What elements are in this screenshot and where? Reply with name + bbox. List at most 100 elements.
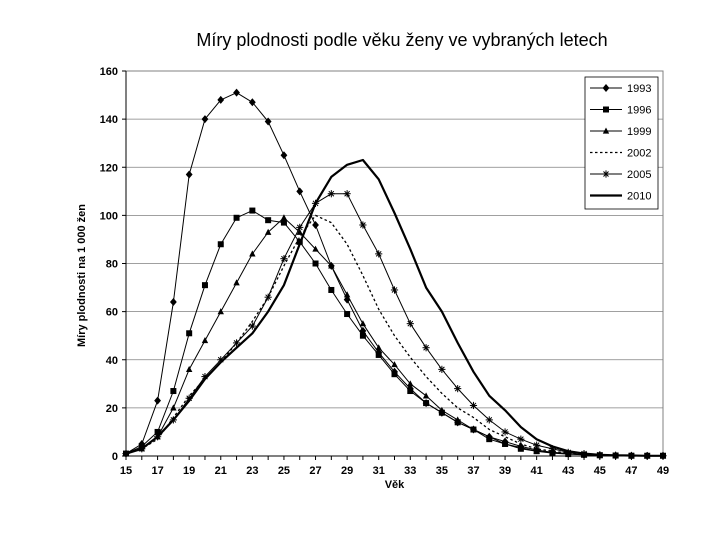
data-point-1996 bbox=[407, 388, 414, 395]
x-axis-title: Věk bbox=[385, 479, 405, 491]
data-point-1993 bbox=[185, 170, 193, 179]
x-tick-label: 25 bbox=[278, 465, 290, 477]
x-tick-label: 15 bbox=[120, 465, 132, 477]
y-axis-title: Míry plodnosti na 1 000 žen bbox=[76, 204, 88, 347]
data-point-2005 bbox=[438, 365, 446, 373]
y-tick-label: 140 bbox=[100, 114, 118, 126]
data-point-2005 bbox=[406, 320, 414, 328]
data-point-1999 bbox=[312, 245, 319, 252]
data-point-2005 bbox=[375, 250, 383, 258]
data-point-1999 bbox=[249, 250, 256, 257]
data-point-1996 bbox=[391, 371, 398, 378]
data-point-2005 bbox=[327, 190, 335, 198]
y-tick-label: 120 bbox=[100, 162, 118, 174]
y-tick-label: 0 bbox=[112, 451, 118, 463]
y-tick-label: 160 bbox=[100, 66, 118, 78]
data-point-1999 bbox=[407, 380, 414, 387]
data-point-2005 bbox=[359, 221, 367, 229]
data-point-2005 bbox=[296, 223, 304, 232]
data-point-1999 bbox=[233, 279, 240, 286]
legend-label-1996: 1996 bbox=[627, 105, 651, 117]
data-point-1993 bbox=[217, 95, 225, 104]
x-tick-label: 37 bbox=[467, 465, 479, 477]
data-point-1999 bbox=[170, 404, 177, 411]
x-tick-label: 23 bbox=[246, 465, 258, 477]
line-chart: 0 20 40 60 80 100 120 140 160 15 17 19 21 23 25 27 29 31 3… bbox=[76, 66, 669, 491]
legend-label-1993: 1993 bbox=[627, 83, 651, 95]
series-line-2010 bbox=[125, 158, 663, 457]
data-point-1996 bbox=[154, 428, 161, 435]
legend-label-1999: 1999 bbox=[627, 126, 651, 138]
data-point-1999 bbox=[201, 337, 209, 344]
data-point-1996 bbox=[233, 214, 240, 221]
x-tick-label: 19 bbox=[183, 465, 195, 477]
x-tick-label: 29 bbox=[341, 465, 353, 477]
data-point-2005 bbox=[485, 416, 493, 424]
y-tick-label: 20 bbox=[106, 403, 118, 415]
data-point-2005 bbox=[469, 401, 478, 410]
data-point-1999 bbox=[185, 365, 193, 372]
data-point-1999 bbox=[422, 392, 430, 399]
data-point-2005 bbox=[501, 428, 509, 436]
data-point-2005 bbox=[422, 344, 430, 352]
data-point-1993 bbox=[264, 117, 272, 126]
data-point-1999 bbox=[438, 406, 446, 413]
data-point-1999 bbox=[470, 426, 477, 433]
y-tick-label: 60 bbox=[106, 307, 118, 319]
data-point-1999 bbox=[343, 291, 351, 298]
data-point-2005 bbox=[533, 441, 541, 449]
data-point-1996 bbox=[423, 400, 430, 407]
data-point-1993 bbox=[169, 298, 177, 306]
data-point-1996 bbox=[201, 282, 208, 289]
data-point-1999 bbox=[375, 344, 382, 351]
x-tick-label: 47 bbox=[625, 465, 637, 477]
data-point-1996 bbox=[249, 207, 256, 214]
data-point-2005 bbox=[280, 255, 288, 263]
data-point-1996 bbox=[344, 311, 351, 318]
data-point-1993 bbox=[248, 98, 256, 107]
data-point-1993 bbox=[296, 187, 304, 196]
data-point-1993 bbox=[280, 151, 288, 160]
legend-marker-1999 bbox=[602, 127, 610, 134]
data-point-2005 bbox=[454, 385, 462, 393]
legend-label-2002: 2002 bbox=[627, 148, 651, 160]
data-point-1996 bbox=[170, 388, 177, 395]
data-point-1999 bbox=[486, 433, 493, 440]
x-tick-label: 31 bbox=[373, 465, 385, 477]
data-point-1993 bbox=[233, 88, 240, 97]
x-tick-label: 33 bbox=[404, 465, 416, 477]
data-point-1999 bbox=[328, 262, 335, 269]
legend-label-2005: 2005 bbox=[627, 169, 651, 181]
legend-marker-2005 bbox=[602, 170, 610, 178]
x-tick-label: 21 bbox=[215, 465, 227, 477]
data-point-2005 bbox=[390, 286, 399, 294]
data-point-1999 bbox=[359, 320, 367, 327]
data-point-1996 bbox=[265, 217, 272, 224]
legend-marker-1993 bbox=[602, 84, 610, 92]
legend-marker-1996 bbox=[603, 106, 609, 113]
data-point-1996 bbox=[375, 351, 382, 358]
data-point-1999 bbox=[280, 214, 288, 221]
data-point-1999 bbox=[217, 308, 224, 315]
data-point-2005 bbox=[232, 339, 241, 347]
data-point-1996 bbox=[186, 330, 193, 337]
data-point-1999 bbox=[517, 444, 525, 451]
data-point-1999 bbox=[454, 416, 461, 423]
data-point-1999 bbox=[533, 447, 540, 454]
y-tick-label: 100 bbox=[100, 210, 118, 222]
legend-box bbox=[584, 76, 659, 210]
data-point-1993 bbox=[154, 396, 161, 405]
data-point-1996 bbox=[217, 241, 224, 248]
data-point-1996 bbox=[312, 260, 319, 267]
x-tick-label: 39 bbox=[499, 465, 511, 477]
data-point-1996 bbox=[280, 219, 287, 226]
x-tick-label: 41 bbox=[531, 465, 543, 477]
data-point-2005 bbox=[517, 435, 525, 443]
data-point-2005 bbox=[264, 293, 272, 301]
y-tick-label: 80 bbox=[106, 259, 118, 271]
y-tick-label: 40 bbox=[106, 355, 118, 367]
chart-title: Míry plodnosti podle věku ženy ve vybran… bbox=[196, 30, 608, 50]
data-point-2005 bbox=[343, 190, 351, 198]
data-point-1999 bbox=[501, 440, 509, 447]
data-point-1999 bbox=[391, 361, 398, 368]
